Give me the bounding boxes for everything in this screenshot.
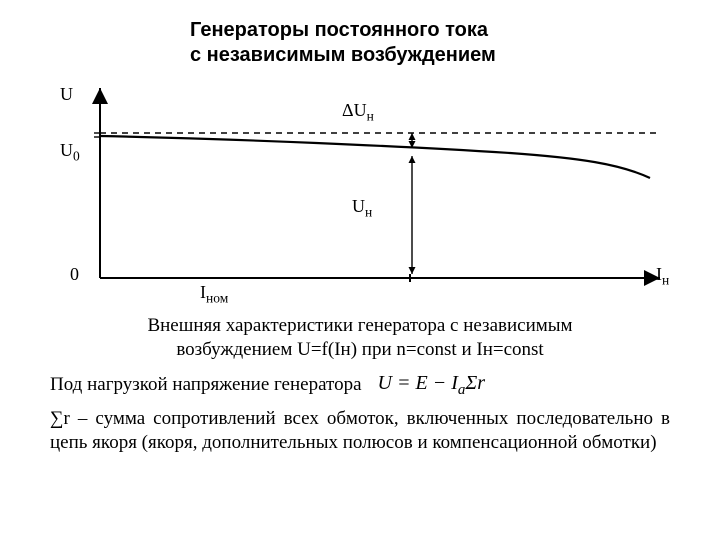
page-title: Генераторы постоянного тока с независимы… xyxy=(0,0,720,68)
label-Un: Uн xyxy=(352,196,372,221)
external-characteristic-chart: U U0 0 Iном Iн ΔUн Uн xyxy=(40,78,680,308)
label-In: Iн xyxy=(656,264,669,289)
title-line1: Генераторы постоянного тока xyxy=(190,18,720,43)
label-Inom: Iном xyxy=(200,282,228,307)
label-U0: U0 xyxy=(60,140,80,165)
title-line2: с независимым возбуждением xyxy=(190,43,720,68)
para-with-formula: Под нагрузкой напряжение генератора U = … xyxy=(0,364,720,403)
caption-line1: Внешняя характеристики генератора с неза… xyxy=(147,315,572,336)
label-U: U xyxy=(60,84,73,105)
chart-caption: Внешняя характеристики генератора с неза… xyxy=(0,308,720,364)
label-zero: 0 xyxy=(70,264,79,285)
caption-line2: возбуждением U=f(Iн) при n=const и Iн=co… xyxy=(176,339,543,360)
para1-text: Под нагрузкой напряжение генератора xyxy=(50,374,362,396)
para2: ∑r – сумма сопротивлений всех обмоток, в… xyxy=(0,403,720,456)
formula: U = E − IaΣr xyxy=(378,372,486,399)
label-deltaUn: ΔUн xyxy=(342,100,374,125)
